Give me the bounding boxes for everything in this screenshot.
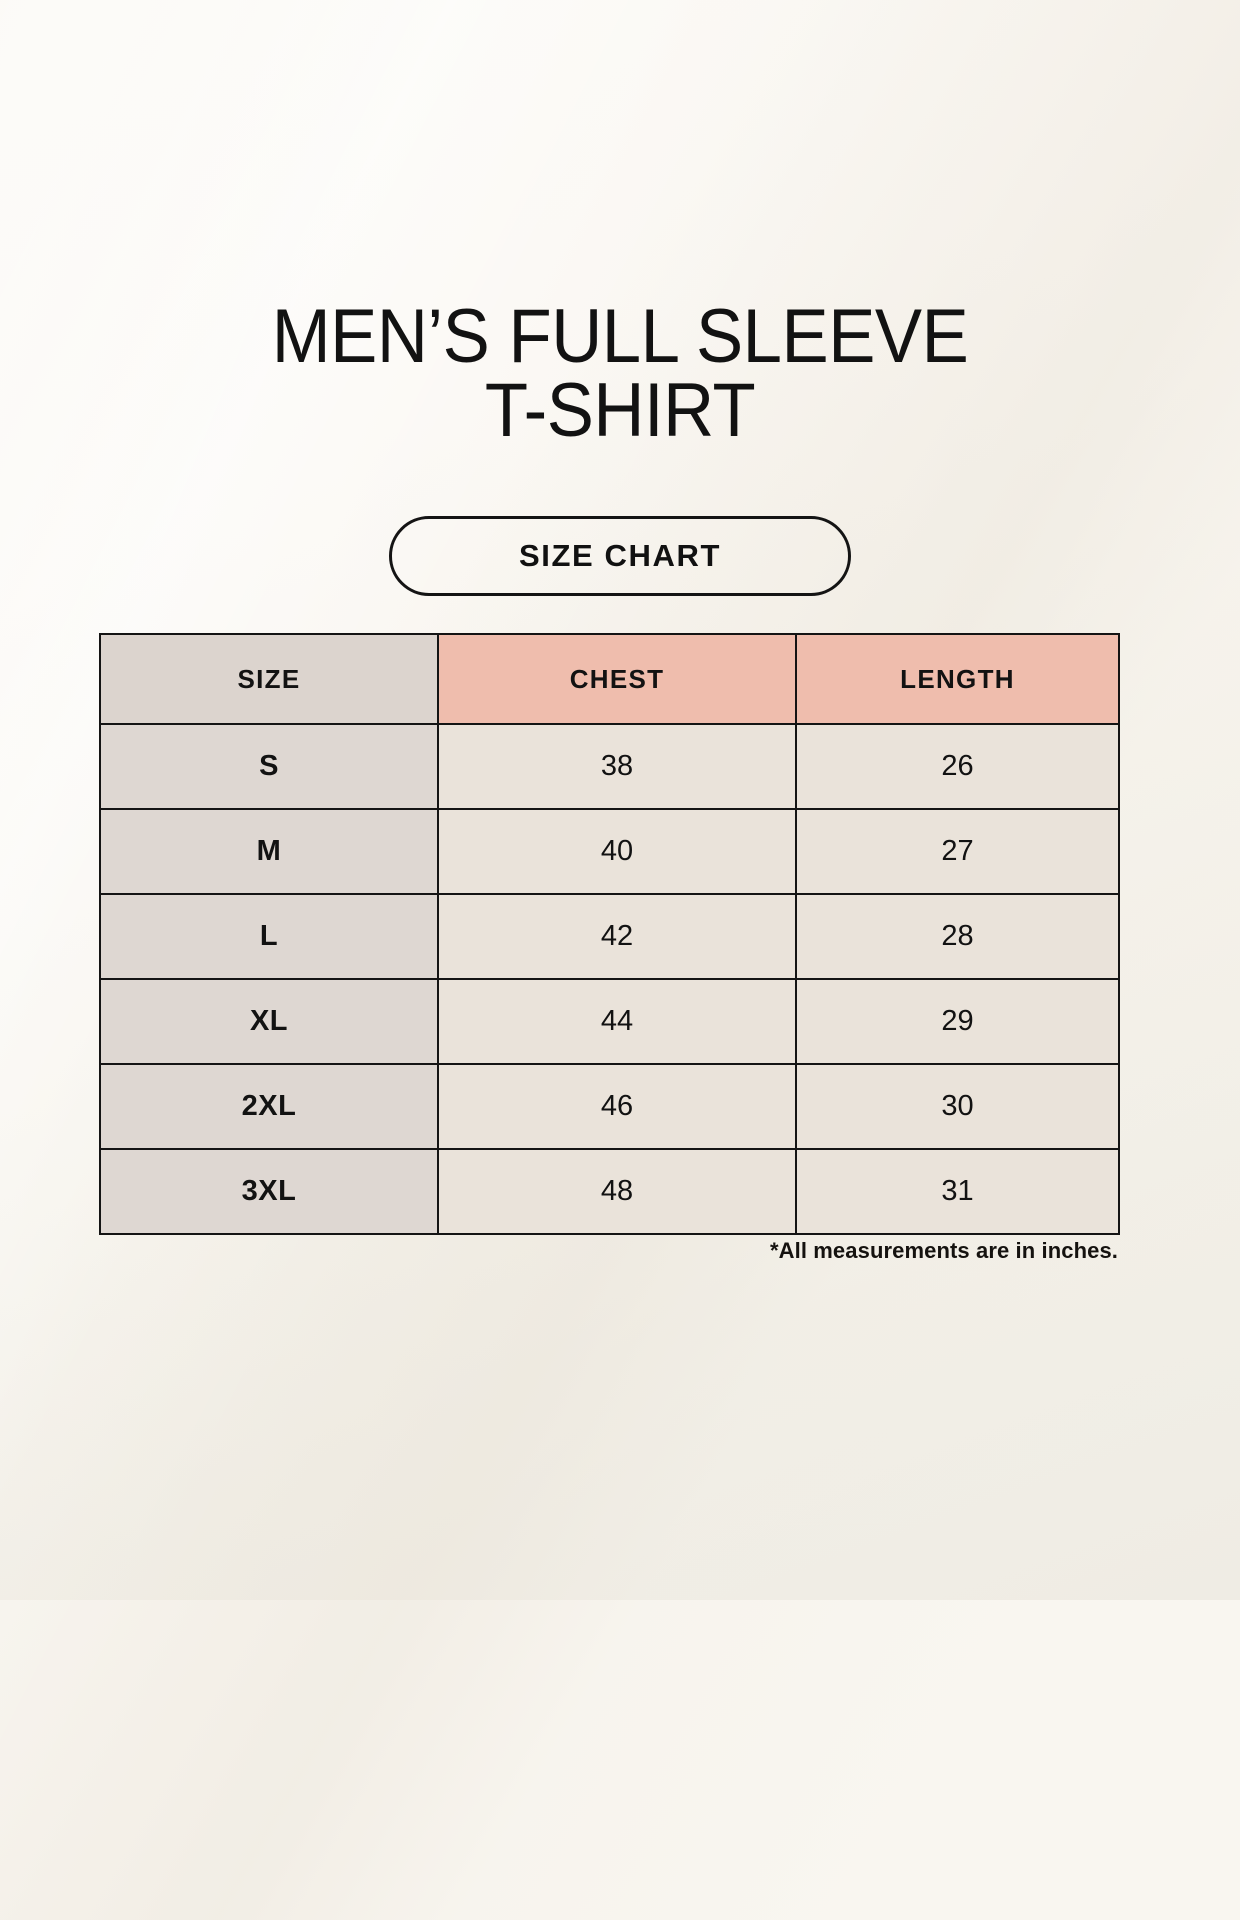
cell-size: 2XL: [99, 1063, 439, 1150]
cell-chest: 46: [437, 1063, 797, 1150]
cell-chest: 44: [437, 978, 797, 1065]
table-row: 3XL 48 31: [99, 1148, 1120, 1235]
table-header: SIZE CHEST LENGTH: [99, 633, 1120, 725]
cell-length: 27: [795, 808, 1120, 895]
size-chart-badge: SIZE CHART: [389, 516, 851, 596]
table-row: M 40 27: [99, 808, 1120, 895]
cell-chest: 38: [437, 723, 797, 810]
size-chart-table: SIZE CHEST LENGTH S 38 26 M 40 27 L: [99, 633, 1120, 1235]
cell-size: XL: [99, 978, 439, 1065]
cell-length: 29: [795, 978, 1120, 1065]
cell-length: 26: [795, 723, 1120, 810]
cell-length: 28: [795, 893, 1120, 980]
size-chart-table-wrapper: SIZE CHEST LENGTH S 38 26 M 40 27 L: [99, 633, 1120, 1235]
cell-size: L: [99, 893, 439, 980]
column-header-chest: CHEST: [437, 633, 797, 725]
cell-length: 31: [795, 1148, 1120, 1235]
cell-chest: 42: [437, 893, 797, 980]
cell-chest: 48: [437, 1148, 797, 1235]
cell-chest: 40: [437, 808, 797, 895]
table-body: S 38 26 M 40 27 L 42 28 XL 44 29: [99, 723, 1120, 1235]
size-chart-poster: MEN’S FULL SLEEVE T-SHIRT SIZE CHART SIZ…: [0, 294, 1240, 1263]
table-row: S 38 26: [99, 723, 1120, 810]
table-row: L 42 28: [99, 893, 1120, 980]
badge-container: SIZE CHART: [0, 516, 1240, 596]
table-row: 2XL 46 30: [99, 1063, 1120, 1150]
page-title: MEN’S FULL SLEEVE T-SHIRT: [0, 294, 1240, 453]
cell-size: 3XL: [99, 1148, 439, 1235]
measurement-note: *All measurements are in inches.: [769, 1238, 1118, 1263]
cell-length: 30: [795, 1063, 1120, 1150]
cell-size: S: [99, 723, 439, 810]
table-header-row: SIZE CHEST LENGTH: [99, 633, 1120, 725]
column-header-size: SIZE: [99, 633, 439, 725]
table-row: XL 44 29: [99, 978, 1120, 1065]
cell-size: M: [99, 808, 439, 895]
title-line-2: T-SHIRT: [484, 368, 756, 453]
column-header-length: LENGTH: [795, 633, 1120, 725]
title-line-1: MEN’S FULL SLEEVE: [271, 294, 969, 379]
